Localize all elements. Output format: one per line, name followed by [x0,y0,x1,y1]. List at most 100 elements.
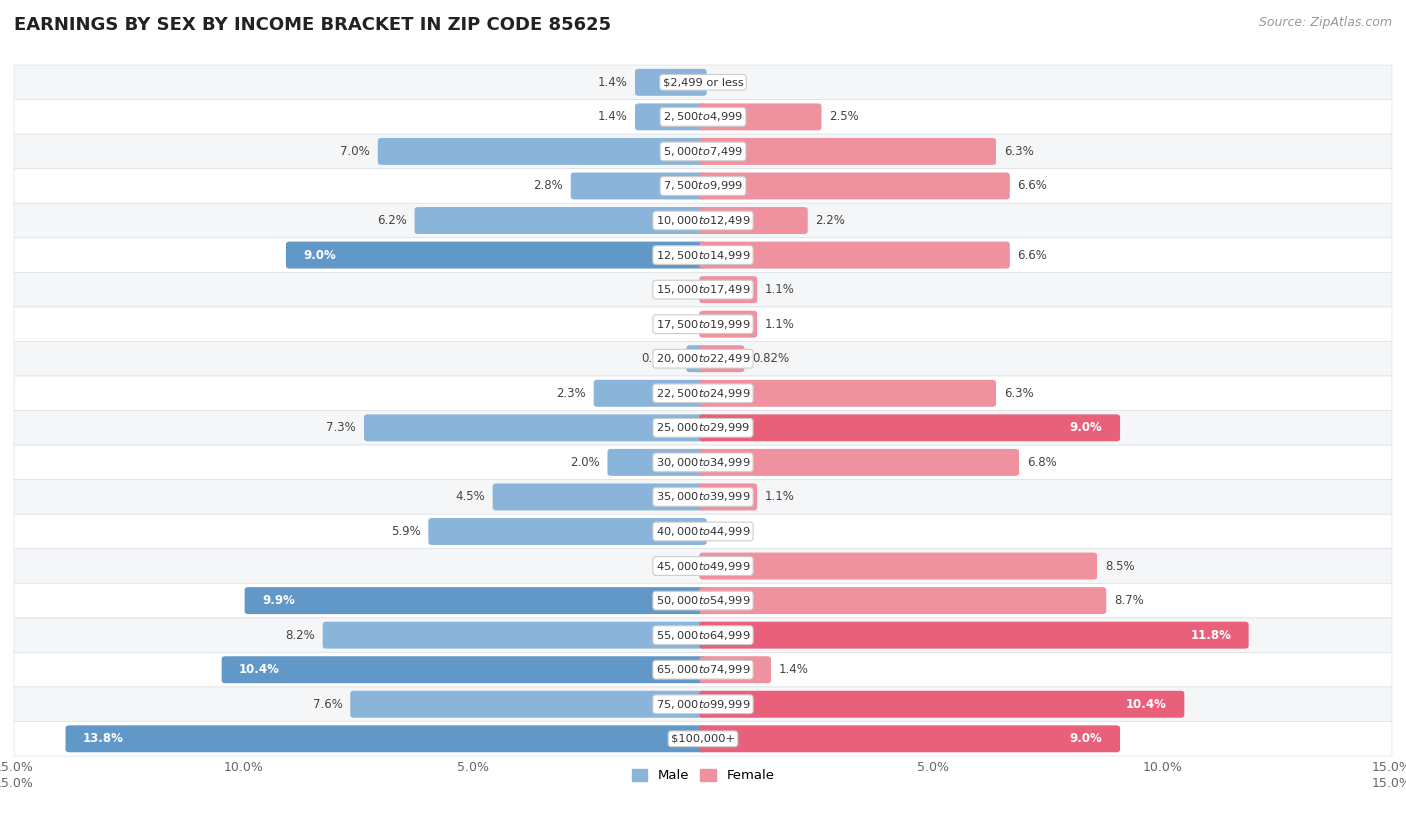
FancyBboxPatch shape [699,587,1107,614]
FancyBboxPatch shape [699,484,758,511]
Text: 11.8%: 11.8% [1191,628,1232,641]
Text: 8.2%: 8.2% [285,628,315,641]
FancyBboxPatch shape [14,652,1392,687]
Text: $100,000+: $100,000+ [671,734,735,744]
FancyBboxPatch shape [492,484,707,511]
FancyBboxPatch shape [699,691,1184,718]
Text: EARNINGS BY SEX BY INCOME BRACKET IN ZIP CODE 85625: EARNINGS BY SEX BY INCOME BRACKET IN ZIP… [14,16,612,34]
FancyBboxPatch shape [699,207,807,234]
Text: 9.0%: 9.0% [304,249,336,262]
FancyBboxPatch shape [14,134,1392,168]
FancyBboxPatch shape [14,583,1392,618]
Text: $75,000 to $99,999: $75,000 to $99,999 [655,698,751,711]
FancyBboxPatch shape [686,346,707,372]
FancyBboxPatch shape [245,587,707,614]
Text: 9.0%: 9.0% [1070,733,1102,746]
FancyBboxPatch shape [14,203,1392,237]
FancyBboxPatch shape [415,207,707,234]
Text: 1.1%: 1.1% [765,490,794,503]
Text: 6.3%: 6.3% [1004,145,1033,158]
FancyBboxPatch shape [14,65,1392,99]
Text: 6.8%: 6.8% [1026,456,1056,469]
Text: $17,500 to $19,999: $17,500 to $19,999 [655,318,751,331]
Text: 1.4%: 1.4% [779,663,808,676]
Text: 8.5%: 8.5% [1105,559,1135,572]
Text: 4.5%: 4.5% [456,490,485,503]
FancyBboxPatch shape [378,138,707,165]
FancyBboxPatch shape [14,445,1392,480]
FancyBboxPatch shape [571,172,707,199]
FancyBboxPatch shape [699,172,1010,199]
Text: 9.9%: 9.9% [262,594,295,607]
FancyBboxPatch shape [699,103,821,130]
Text: 2.3%: 2.3% [557,387,586,400]
FancyBboxPatch shape [699,241,1010,268]
Text: $10,000 to $12,499: $10,000 to $12,499 [655,214,751,227]
FancyBboxPatch shape [699,138,995,165]
Text: $25,000 to $29,999: $25,000 to $29,999 [655,421,751,434]
FancyBboxPatch shape [699,622,1249,649]
Text: $7,500 to $9,999: $7,500 to $9,999 [664,180,742,193]
FancyBboxPatch shape [14,237,1392,272]
FancyBboxPatch shape [607,449,707,476]
Text: $40,000 to $44,999: $40,000 to $44,999 [655,525,751,538]
Text: $35,000 to $39,999: $35,000 to $39,999 [655,490,751,503]
Text: 0.28%: 0.28% [641,352,679,365]
Text: 7.3%: 7.3% [326,421,356,434]
Text: 15.0%: 15.0% [0,777,34,789]
Text: 0.0%: 0.0% [662,318,692,331]
Text: $15,000 to $17,499: $15,000 to $17,499 [655,283,751,296]
Text: $2,500 to $4,999: $2,500 to $4,999 [664,111,742,124]
Text: 6.3%: 6.3% [1004,387,1033,400]
FancyBboxPatch shape [14,514,1392,549]
Text: 6.6%: 6.6% [1018,180,1047,193]
FancyBboxPatch shape [699,415,1121,441]
FancyBboxPatch shape [14,272,1392,307]
FancyBboxPatch shape [14,618,1392,652]
Text: $50,000 to $54,999: $50,000 to $54,999 [655,594,751,607]
FancyBboxPatch shape [636,69,707,96]
Text: 7.0%: 7.0% [340,145,370,158]
FancyBboxPatch shape [323,622,707,649]
Text: 0.0%: 0.0% [714,76,744,89]
Text: 2.0%: 2.0% [569,456,599,469]
Text: 10.4%: 10.4% [239,663,280,676]
Text: 0.0%: 0.0% [662,559,692,572]
FancyBboxPatch shape [14,687,1392,722]
Text: 1.4%: 1.4% [598,76,627,89]
Text: 1.1%: 1.1% [765,283,794,296]
FancyBboxPatch shape [364,415,707,441]
FancyBboxPatch shape [14,549,1392,583]
Text: 10.4%: 10.4% [1126,698,1167,711]
FancyBboxPatch shape [14,168,1392,203]
Text: $55,000 to $64,999: $55,000 to $64,999 [655,628,751,641]
Text: $45,000 to $49,999: $45,000 to $49,999 [655,559,751,572]
Text: $30,000 to $34,999: $30,000 to $34,999 [655,456,751,469]
FancyBboxPatch shape [699,346,744,372]
Text: $2,499 or less: $2,499 or less [662,77,744,87]
Text: $65,000 to $74,999: $65,000 to $74,999 [655,663,751,676]
FancyBboxPatch shape [593,380,707,406]
FancyBboxPatch shape [699,725,1121,752]
FancyBboxPatch shape [14,411,1392,445]
FancyBboxPatch shape [350,691,707,718]
FancyBboxPatch shape [699,380,995,406]
Text: 5.9%: 5.9% [391,525,420,538]
Text: 2.8%: 2.8% [533,180,562,193]
FancyBboxPatch shape [699,553,1097,580]
Text: 0.0%: 0.0% [662,283,692,296]
FancyBboxPatch shape [14,307,1392,341]
FancyBboxPatch shape [285,241,707,268]
FancyBboxPatch shape [636,103,707,130]
FancyBboxPatch shape [14,376,1392,411]
Text: 7.6%: 7.6% [312,698,343,711]
Text: 6.2%: 6.2% [377,214,406,227]
Text: 2.5%: 2.5% [830,111,859,124]
FancyBboxPatch shape [699,311,758,337]
FancyBboxPatch shape [14,480,1392,514]
FancyBboxPatch shape [14,722,1392,756]
Text: 9.0%: 9.0% [1070,421,1102,434]
Text: 1.4%: 1.4% [598,111,627,124]
Text: Source: ZipAtlas.com: Source: ZipAtlas.com [1258,16,1392,29]
Text: $22,500 to $24,999: $22,500 to $24,999 [655,387,751,400]
